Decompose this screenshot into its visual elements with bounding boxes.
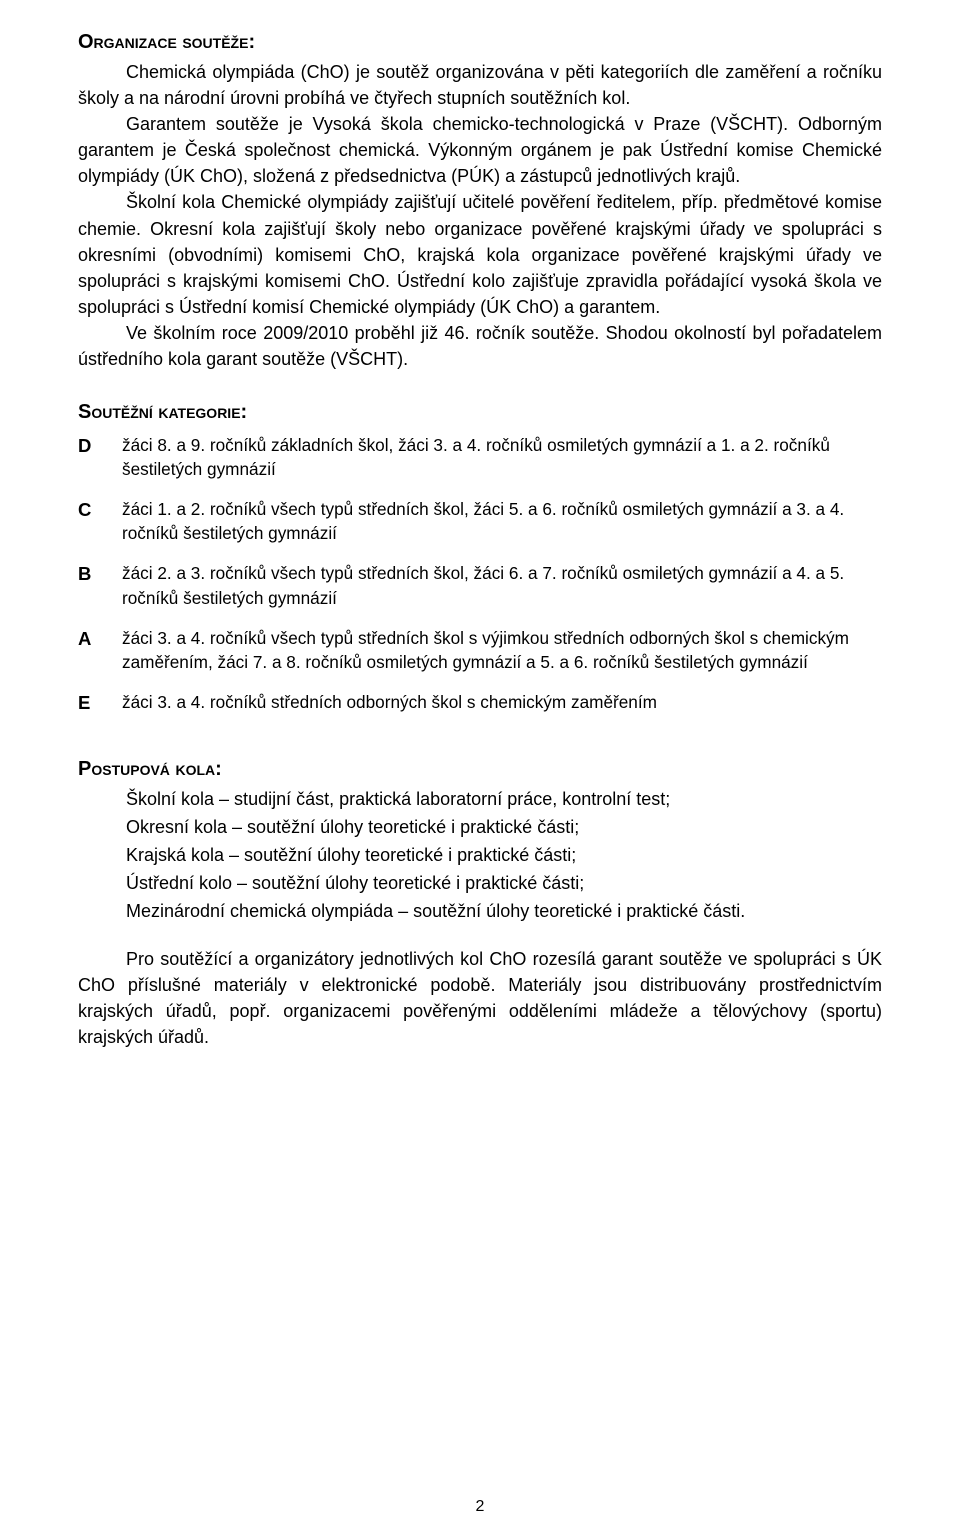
section-rounds: Postupová kola: Školní kola – studijní č… (78, 755, 882, 1051)
category-row: A žáci 3. a 4. ročníků všech typů středn… (78, 622, 882, 686)
category-key: A (78, 622, 122, 686)
round-line: Školní kola – studijní část, praktická l… (126, 786, 882, 812)
section-categories: Soutěžní kategorie: D žáci 8. a 9. roční… (78, 398, 882, 728)
category-row: C žáci 1. a 2. ročníků všech typů středn… (78, 493, 882, 557)
round-line: Ústřední kolo – soutěžní úlohy teoretick… (126, 870, 882, 896)
category-key: B (78, 557, 122, 621)
org-paragraph-2: Garantem soutěže je Vysoká škola chemick… (78, 111, 882, 189)
rounds-paragraph-after: Pro soutěžící a organizátory jednotlivýc… (78, 946, 882, 1050)
round-line: Okresní kola – soutěžní úlohy teoretické… (126, 814, 882, 840)
round-line: Krajská kola – soutěžní úlohy teoretické… (126, 842, 882, 868)
category-row: B žáci 2. a 3. ročníků všech typů středn… (78, 557, 882, 621)
category-desc: žáci 8. a 9. ročníků základních škol, žá… (122, 429, 882, 493)
category-key: C (78, 493, 122, 557)
category-desc: žáci 1. a 2. ročníků všech typů středníc… (122, 493, 882, 557)
category-key: D (78, 429, 122, 493)
category-desc: žáci 3. a 4. ročníků středních odborných… (122, 686, 882, 729)
org-paragraph-4: Ve školním roce 2009/2010 proběhl již 46… (78, 320, 882, 372)
categories-table: D žáci 8. a 9. ročníků základních škol, … (78, 429, 882, 728)
category-desc: žáci 2. a 3. ročníků všech typů středníc… (122, 557, 882, 621)
org-paragraph-1: Chemická olympiáda (ChO) je soutěž organ… (78, 59, 882, 111)
round-line: Mezinárodní chemická olympiáda – soutěžn… (126, 898, 882, 924)
heading-organization: Organizace soutěže: (78, 28, 882, 57)
category-key: E (78, 686, 122, 729)
category-row: E žáci 3. a 4. ročníků středních odborný… (78, 686, 882, 729)
rounds-list: Školní kola – studijní část, praktická l… (78, 786, 882, 924)
heading-rounds: Postupová kola: (78, 755, 882, 784)
category-row: D žáci 8. a 9. ročníků základních škol, … (78, 429, 882, 493)
category-desc: žáci 3. a 4. ročníků všech typů středníc… (122, 622, 882, 686)
heading-categories: Soutěžní kategorie: (78, 398, 882, 427)
org-paragraph-3: Školní kola Chemické olympiády zajišťují… (78, 189, 882, 319)
page-number: 2 (0, 1495, 960, 1518)
section-organization: Organizace soutěže: Chemická olympiáda (… (78, 28, 882, 372)
